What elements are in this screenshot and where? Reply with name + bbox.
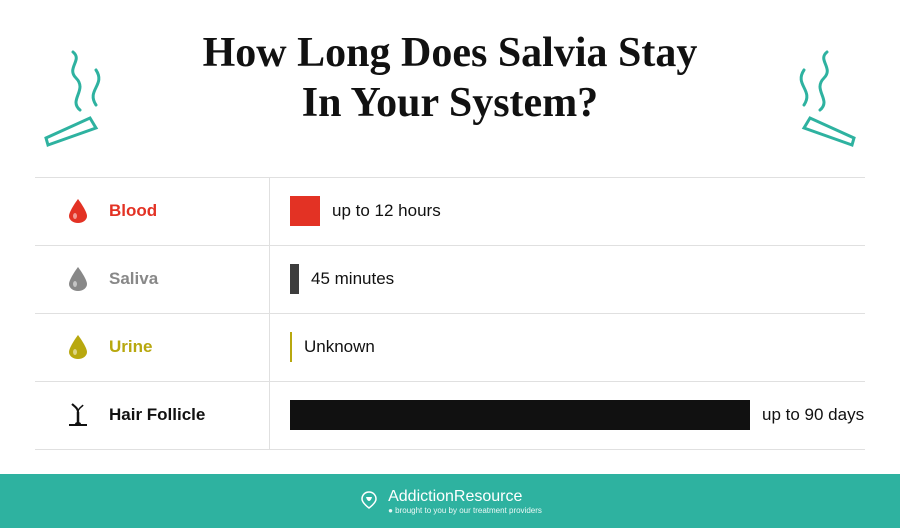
bar-cell: up to 12 hours bbox=[270, 196, 865, 226]
bar bbox=[290, 400, 750, 430]
smoke-icon-left bbox=[28, 50, 123, 165]
row-saliva: Saliva 45 minutes bbox=[35, 246, 865, 314]
title-line-1: How Long Does Salvia Stay bbox=[203, 30, 698, 76]
label-cell: Urine bbox=[35, 314, 270, 381]
footer-logo: AddictionResource ● brought to you by ou… bbox=[358, 488, 542, 515]
blood-drop-icon bbox=[65, 198, 91, 224]
bar-cell: Unknown bbox=[270, 332, 865, 362]
row-value: Unknown bbox=[304, 337, 375, 357]
row-urine: Urine Unknown bbox=[35, 314, 865, 382]
detection-table: Blood up to 12 hours Saliva 45 minutes U… bbox=[35, 177, 865, 450]
bar-cell: up to 90 days bbox=[270, 400, 865, 430]
row-label: Saliva bbox=[109, 269, 158, 289]
header: How Long Does Salvia Stay In Your System… bbox=[0, 0, 900, 149]
page-title: How Long Does Salvia Stay In Your System… bbox=[20, 28, 880, 129]
footer-tagline: ● brought to you by our treatment provid… bbox=[388, 506, 542, 515]
bar bbox=[290, 196, 320, 226]
bar-cell: 45 minutes bbox=[270, 264, 865, 294]
row-value: up to 90 days bbox=[762, 405, 864, 425]
label-cell: Saliva bbox=[35, 246, 270, 313]
saliva-drop-icon bbox=[65, 266, 91, 292]
urine-drop-icon bbox=[65, 334, 91, 360]
label-cell: Hair Follicle bbox=[35, 382, 270, 449]
logo-icon bbox=[358, 488, 380, 515]
row-value: up to 12 hours bbox=[332, 201, 441, 221]
title-line-2: In Your System? bbox=[302, 80, 598, 126]
label-cell: Blood bbox=[35, 178, 270, 245]
row-label: Blood bbox=[109, 201, 157, 221]
row-label: Urine bbox=[109, 337, 152, 357]
footer-text: AddictionResource ● brought to you by ou… bbox=[388, 488, 542, 515]
row-blood: Blood up to 12 hours bbox=[35, 178, 865, 246]
hair-follicle-icon bbox=[65, 402, 91, 428]
footer: AddictionResource ● brought to you by ou… bbox=[0, 474, 900, 528]
smoke-icon-right bbox=[777, 50, 872, 165]
row-value: 45 minutes bbox=[311, 269, 394, 289]
footer-name: AddictionResource bbox=[388, 488, 542, 506]
row-hair: Hair Follicle up to 90 days bbox=[35, 382, 865, 450]
bar bbox=[290, 332, 292, 362]
row-label: Hair Follicle bbox=[109, 405, 205, 425]
bar bbox=[290, 264, 299, 294]
